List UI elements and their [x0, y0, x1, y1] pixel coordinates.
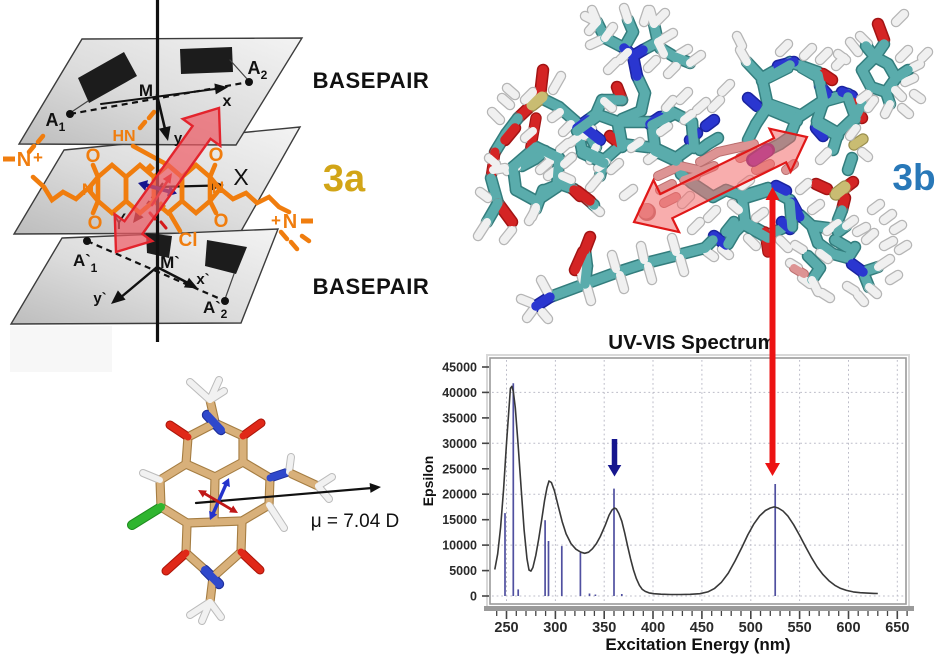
svg-text:HN: HN [112, 128, 135, 145]
svg-text:Cl: Cl [179, 230, 198, 251]
svg-text:3b: 3b [892, 157, 935, 198]
svg-text:45000: 45000 [442, 361, 477, 375]
svg-text:550: 550 [787, 620, 811, 636]
svg-text:15000: 15000 [442, 513, 477, 527]
svg-text:0: 0 [470, 590, 477, 604]
svg-text:x`: x` [196, 271, 209, 288]
svg-text:N: N [82, 180, 94, 199]
svg-text:X: X [233, 164, 248, 190]
svg-text:y: y [174, 130, 183, 147]
svg-text:400: 400 [641, 620, 665, 636]
svg-text:1: 1 [91, 261, 98, 275]
svg-text:35000: 35000 [442, 411, 477, 425]
svg-text:450: 450 [690, 620, 714, 636]
svg-text:O: O [88, 213, 103, 234]
svg-text:350: 350 [592, 620, 616, 636]
svg-text:N: N [212, 178, 224, 197]
svg-text:y`: y` [93, 290, 106, 307]
svg-text:2: 2 [261, 68, 268, 82]
svg-text:+: + [271, 211, 281, 230]
svg-text:2: 2 [221, 307, 228, 321]
svg-text:O: O [209, 145, 224, 166]
svg-text:30000: 30000 [442, 437, 477, 451]
svg-text:Excitation Energy (nm): Excitation Energy (nm) [605, 635, 790, 654]
svg-text:20000: 20000 [442, 488, 477, 502]
svg-text:μ = 7.04 D: μ = 7.04 D [311, 511, 400, 532]
svg-text:BASEPAIR: BASEPAIR [313, 68, 430, 93]
svg-text:A`: A` [73, 251, 91, 270]
svg-text:10000: 10000 [442, 539, 477, 553]
svg-text:M`: M` [160, 253, 180, 272]
svg-text:5000: 5000 [449, 564, 477, 578]
svg-text:600: 600 [836, 620, 860, 636]
svg-text:O: O [214, 211, 229, 232]
svg-text:500: 500 [739, 620, 763, 636]
svg-text:M: M [139, 81, 153, 100]
svg-text:UV-VIS Spectrum: UV-VIS Spectrum [608, 331, 775, 354]
svg-text:BASEPAIR: BASEPAIR [313, 274, 430, 299]
svg-text:3a: 3a [323, 158, 366, 200]
svg-text:A`: A` [203, 298, 221, 317]
svg-text:N: N [283, 211, 297, 233]
svg-text:40000: 40000 [442, 386, 477, 400]
svg-text:N: N [17, 149, 31, 171]
svg-text:+: + [33, 148, 43, 167]
svg-text:300: 300 [543, 620, 567, 636]
svg-text:O: O [86, 146, 101, 167]
svg-text:25000: 25000 [442, 462, 477, 476]
svg-text:250: 250 [494, 620, 518, 636]
svg-text:A: A [248, 58, 261, 78]
svg-text:A: A [46, 110, 59, 130]
svg-text:1: 1 [59, 120, 66, 134]
svg-text:650: 650 [885, 620, 909, 636]
svg-text:x: x [223, 93, 232, 110]
svg-text:Epsilon: Epsilon [420, 456, 436, 507]
